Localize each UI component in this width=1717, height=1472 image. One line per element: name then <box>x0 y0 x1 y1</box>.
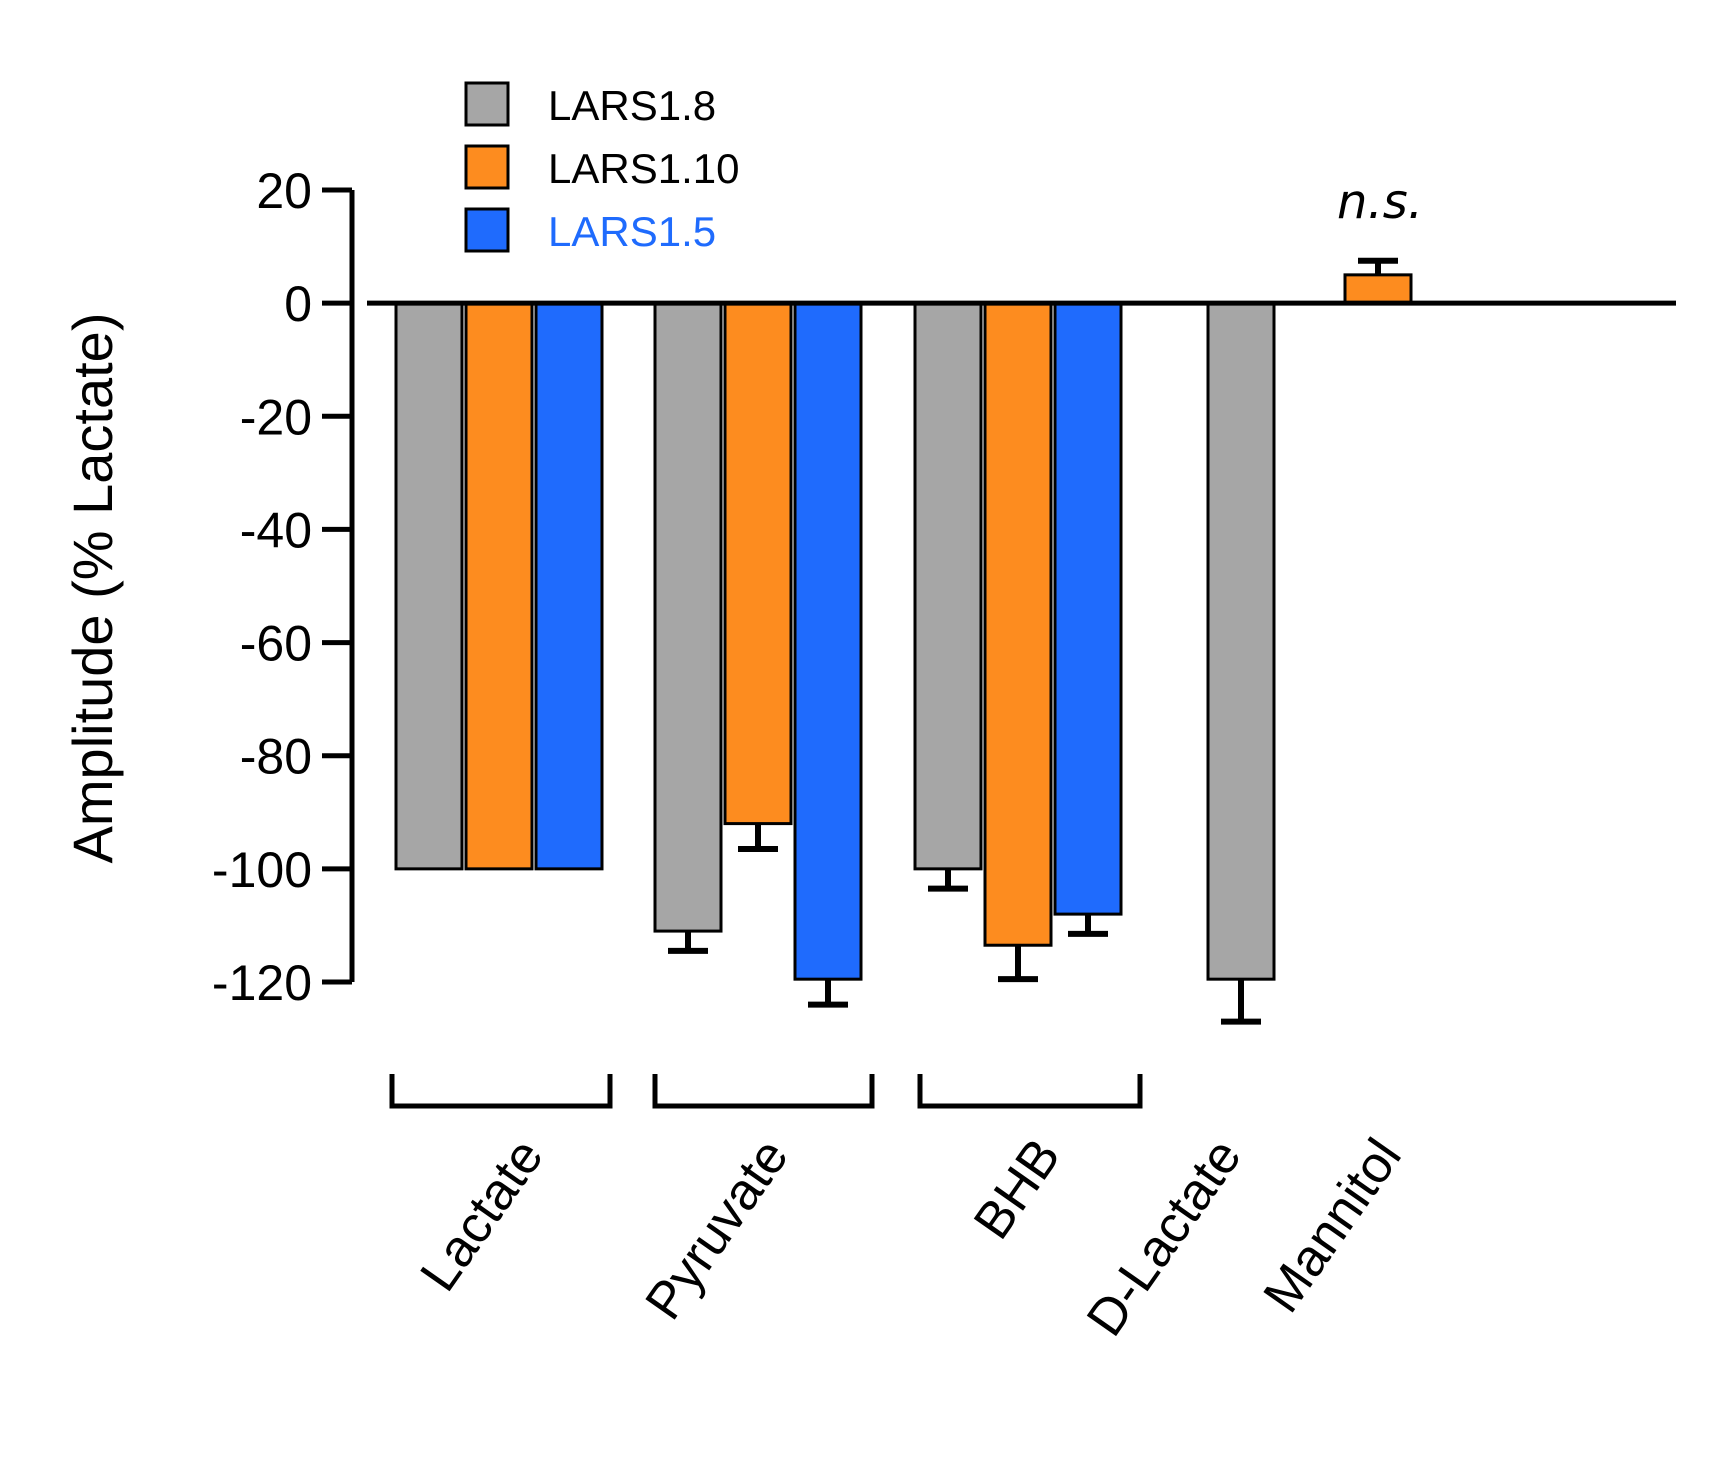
y-tick-label: -40 <box>240 502 312 558</box>
bar-LARS1.8-Lactate <box>394 301 464 871</box>
y-tick-label: -120 <box>212 955 312 1011</box>
bracket-BHB <box>917 1074 1143 1109</box>
bracket-Pyruvate <box>652 1074 875 1109</box>
bar-LARS1.8-BHB <box>913 301 983 871</box>
bar-LARS1.10-Lactate <box>464 301 534 871</box>
legend-label-LARS1.10: LARS1.10 <box>548 145 739 192</box>
category-labels: Lactate Pyruvate BHB D-Lactate Mannitol <box>409 1129 1412 1347</box>
bar-LARS1.10-Mannitol <box>1343 273 1413 305</box>
category-label-D-Lactate: D-Lactate <box>1076 1129 1253 1347</box>
bar-LARS1.5-Pyruvate <box>793 301 863 981</box>
y-tick-label: -20 <box>240 389 312 445</box>
category-brackets <box>389 1074 1143 1109</box>
category-label-BHB: BHB <box>963 1129 1072 1250</box>
bar-LARS1.5-Lactate <box>534 301 604 871</box>
y-tick-label: -100 <box>212 842 312 898</box>
category-label-Pyruvate: Pyruvate <box>635 1129 800 1330</box>
bracket-Lactate <box>389 1074 613 1109</box>
legend-swatch-LARS1.5 <box>464 207 510 253</box>
legend-swatch-LARS1.10 <box>464 144 510 190</box>
y-tick-label: 20 <box>256 163 312 219</box>
legend: LARS1.8 LARS1.10 LARS1.5 <box>464 81 739 255</box>
y-axis-title: Amplitude (% Lactate) <box>61 313 124 864</box>
legend-swatch-LARS1.8 <box>464 81 510 127</box>
bar-LARS1.5-BHB <box>1053 301 1123 916</box>
y-axis: 20 0 -20 -40 -60 -80 -100 -120 <box>212 163 355 1011</box>
legend-label-LARS1.5: LARS1.5 <box>548 208 716 255</box>
category-label-Lactate: Lactate <box>409 1129 554 1302</box>
legend-label-LARS1.8: LARS1.8 <box>548 82 716 129</box>
category-label-Mannitol: Mannitol <box>1253 1129 1413 1323</box>
bar-LARS1.8-D-Lactate <box>1206 301 1276 981</box>
y-tick-label: 0 <box>284 276 312 332</box>
annotation-ns: n.s. <box>1337 174 1423 230</box>
bar-LARS1.8-Pyruvate <box>653 301 723 933</box>
bar-LARS1.10-Pyruvate <box>723 301 793 826</box>
bars-layer <box>367 257 1676 1025</box>
bar-LARS1.10-BHB <box>983 301 1053 947</box>
y-tick-label: -80 <box>240 729 312 785</box>
y-tick-label: -60 <box>240 616 312 672</box>
